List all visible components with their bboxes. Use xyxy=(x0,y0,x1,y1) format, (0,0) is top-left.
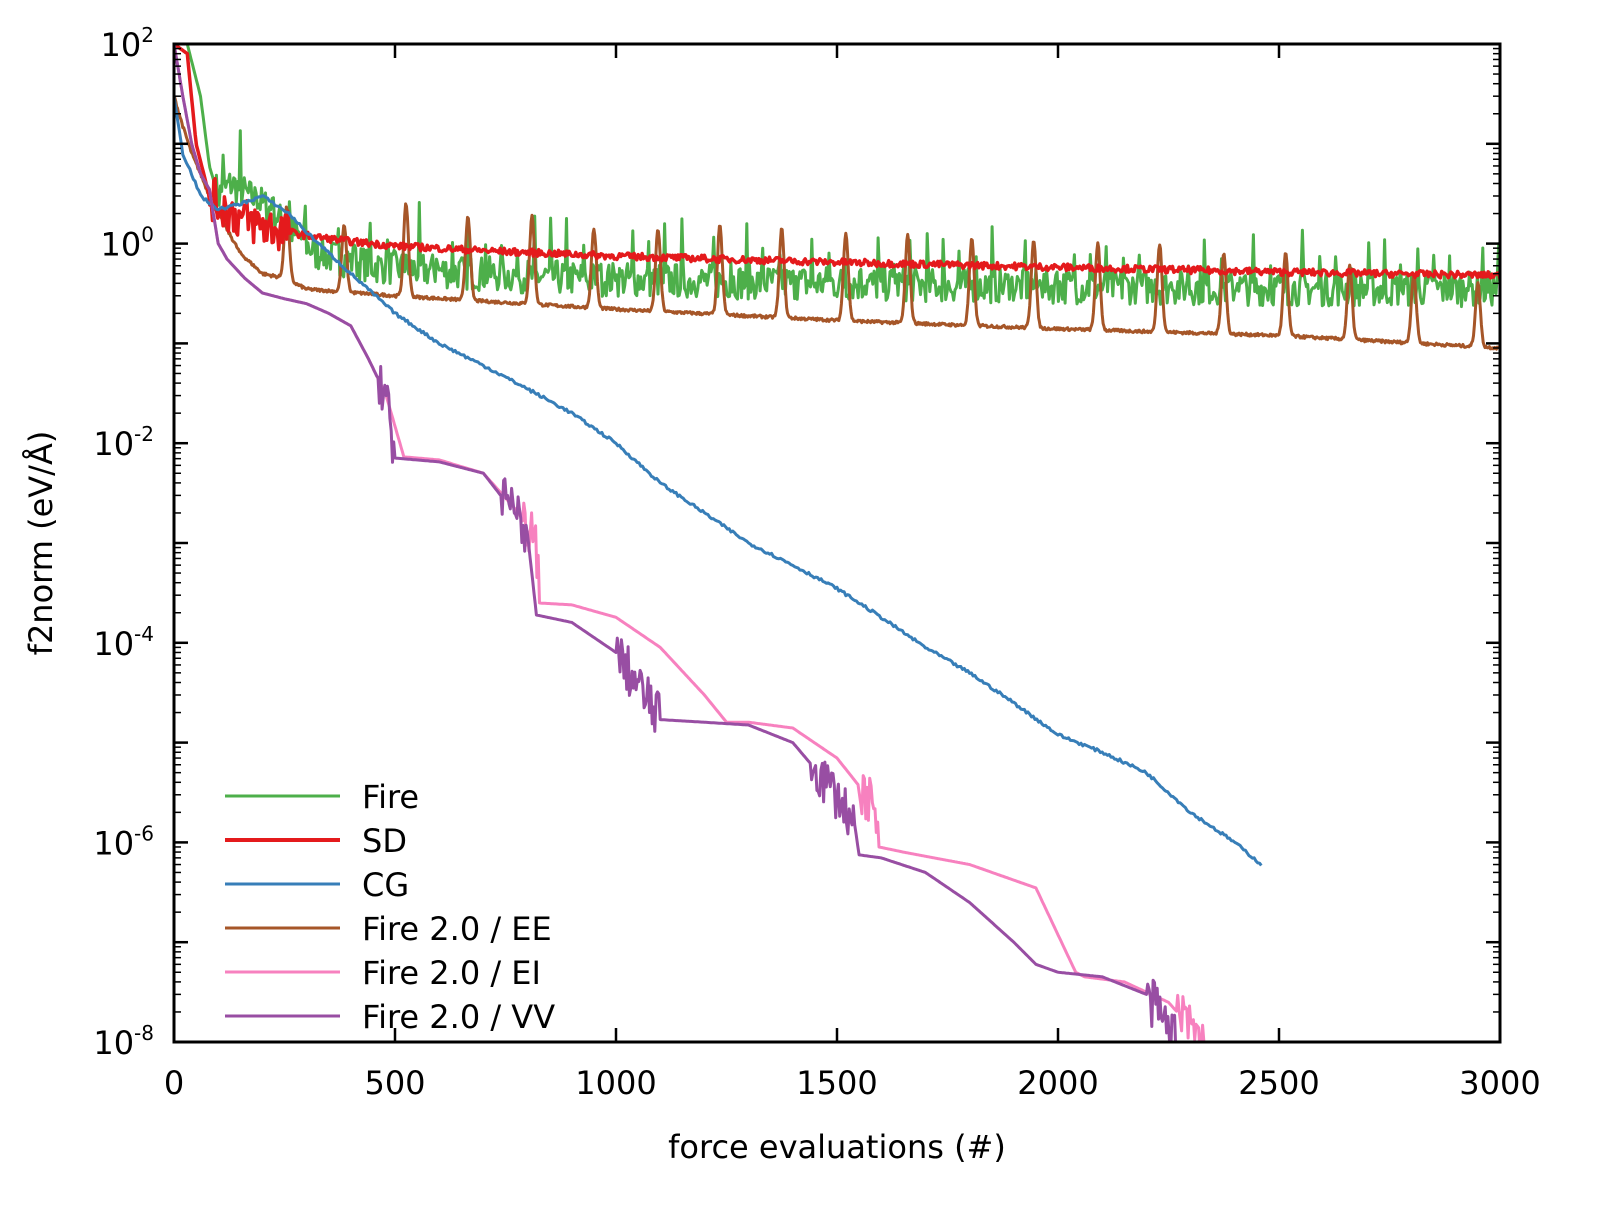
legend-label-sd: SD xyxy=(362,822,407,860)
y-tick-base: 10 xyxy=(101,226,142,264)
y-tick-label: 10-8 xyxy=(93,1021,154,1062)
y-tick-label: 100 xyxy=(101,223,154,264)
y-tick-exponent: -4 xyxy=(134,622,154,646)
y-tick-base: 10 xyxy=(93,625,134,663)
x-tick-label: 1000 xyxy=(575,1064,656,1102)
legend: Fire SD CG Fire 2.0 / EE Fire 2.0 / EI Fire 2… xyxy=(225,778,555,1036)
y-tick-exponent: -2 xyxy=(134,422,154,446)
series-line-fire xyxy=(174,44,1500,309)
series-layer xyxy=(174,44,1500,1042)
tick-marks xyxy=(172,42,1502,1044)
y-tick-label: 102 xyxy=(101,23,154,64)
legend-label-fire-2-0-vv: Fire 2.0 / VV xyxy=(362,998,555,1036)
x-tick-labels: 0 500 1000 1500 2000 2500 3000 xyxy=(164,1064,1541,1102)
y-axis-label: f2norm (eV/Å) xyxy=(22,431,60,656)
y-tick-exponent: 2 xyxy=(141,23,154,47)
x-tick-label: 500 xyxy=(364,1064,425,1102)
y-tick-base: 10 xyxy=(93,1024,134,1062)
y-tick-exponent: -8 xyxy=(134,1021,154,1045)
legend-label-fire-2-0-ee: Fire 2.0 / EE xyxy=(362,910,552,948)
x-tick-label: 1500 xyxy=(796,1064,877,1102)
y-tick-exponent: -6 xyxy=(134,821,154,845)
y-tick-label: 10-4 xyxy=(93,622,154,663)
y-tick-base: 10 xyxy=(101,26,142,64)
y-tick-label: 10-6 xyxy=(93,821,154,862)
legend-label-fire: Fire xyxy=(362,778,419,816)
legend-label-cg: CG xyxy=(362,866,409,904)
x-axis-label: force evaluations (#) xyxy=(668,1128,1006,1166)
y-tick-base: 10 xyxy=(93,425,134,463)
series-line-fire-2-0-ei xyxy=(174,44,1206,1042)
y-tick-label: 10-2 xyxy=(93,422,154,463)
y-tick-exponent: 0 xyxy=(141,223,154,247)
x-tick-label: 2000 xyxy=(1017,1064,1098,1102)
y-tick-base: 10 xyxy=(93,824,134,862)
series-line-cg xyxy=(174,95,1263,867)
series-line-fire-2-0-ee xyxy=(174,95,1500,351)
x-tick-label: 2500 xyxy=(1238,1064,1319,1102)
legend-label-fire-2-0-ei: Fire 2.0 / EI xyxy=(362,954,541,992)
x-tick-label: 0 xyxy=(164,1064,184,1102)
x-tick-label: 3000 xyxy=(1459,1064,1540,1102)
series-line-sd xyxy=(174,44,1500,280)
series-line-fire-2-0-vv xyxy=(174,44,1178,1042)
